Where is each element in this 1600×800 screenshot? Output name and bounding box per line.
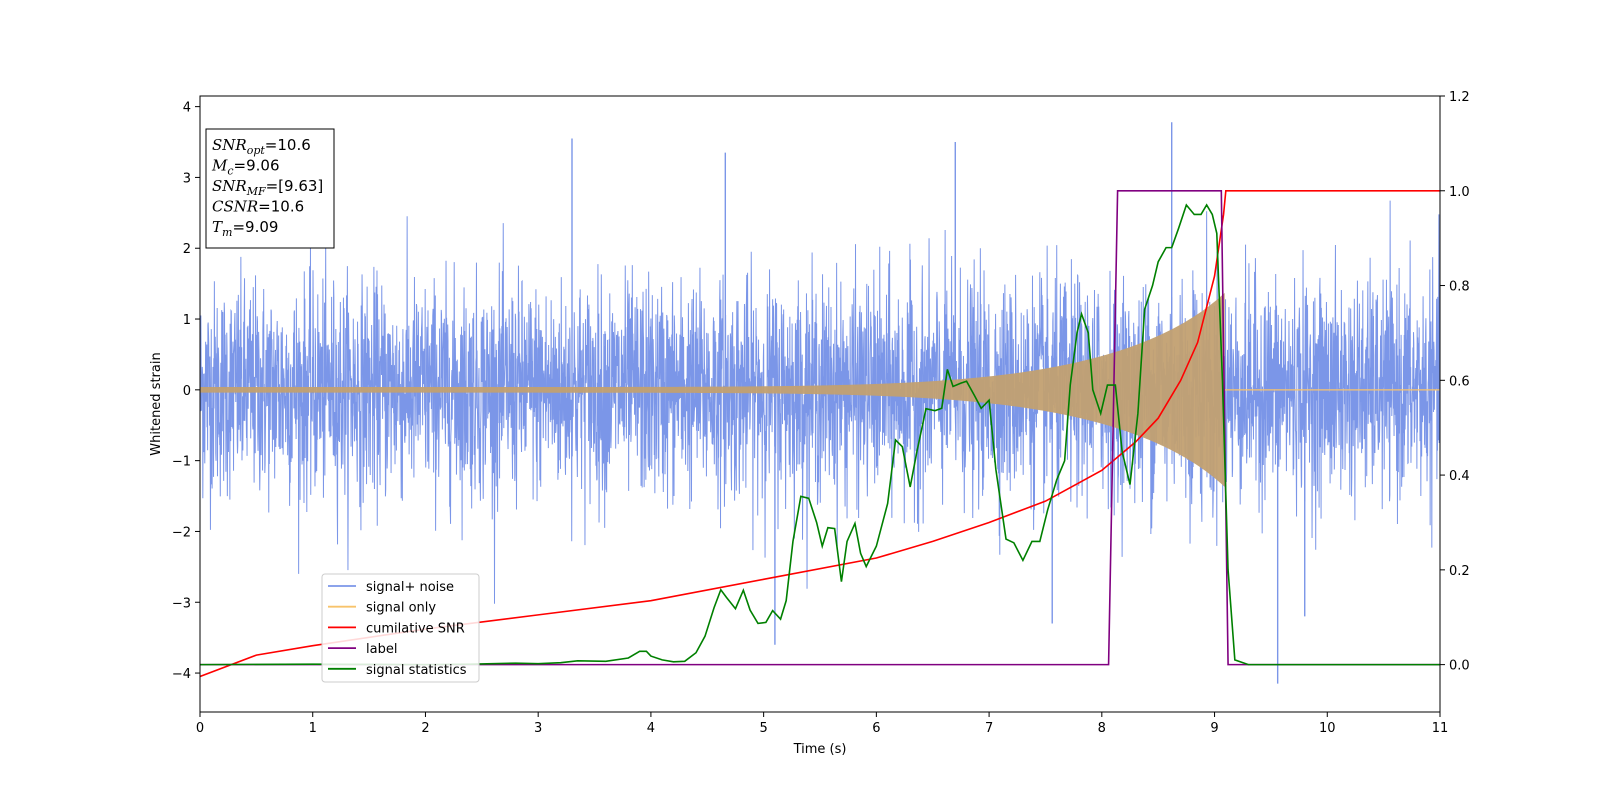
x-tick-label: 3 xyxy=(534,721,542,736)
annotation-line: SNRMF=[9.63] xyxy=(212,177,323,198)
y-right-tick-label: 1.0 xyxy=(1449,185,1470,200)
x-tick-label: 9 xyxy=(1210,721,1218,736)
legend-entry-label: cumilative SNR xyxy=(366,621,465,636)
right-y-axis: 0.0 0.2 0.4 0.6 0.8 1.0 1.2 xyxy=(1440,90,1470,674)
series-signal-only-envelope xyxy=(200,292,1225,487)
y-right-tick-label: 1.2 xyxy=(1449,90,1470,105)
x-tick-label: 4 xyxy=(647,721,655,736)
y-left-tick-label: −3 xyxy=(172,596,191,611)
annotation-line: Tm=9.09 xyxy=(212,218,278,239)
y-left-tick-label: 4 xyxy=(183,101,191,116)
legend-entry-label: label xyxy=(366,642,397,657)
x-tick-label: 8 xyxy=(1098,721,1106,736)
y-right-tick-label: 0.2 xyxy=(1449,564,1470,579)
y-left-tick-label: 2 xyxy=(183,242,191,257)
y-left-tick-label: −2 xyxy=(172,525,191,540)
y-right-tick-label: 0.8 xyxy=(1449,280,1470,295)
legend-entry-label: signal+ noise xyxy=(366,580,454,595)
x-tick-label: 2 xyxy=(421,721,429,736)
legend: signal+ noise signal only cumilative SNR la… xyxy=(321,573,480,683)
x-tick-label: 10 xyxy=(1319,721,1336,736)
legend-entry-label: signal statistics xyxy=(366,663,467,678)
y-left-tick-label: 1 xyxy=(183,313,191,328)
y-right-tick-label: 0.4 xyxy=(1449,469,1470,484)
legend-entry-label: signal only xyxy=(366,601,436,616)
y-left-tick-label: 3 xyxy=(183,171,191,186)
x-tick-label: 6 xyxy=(872,721,880,736)
y-left-tick-label: −4 xyxy=(172,667,191,682)
x-tick-label: 11 xyxy=(1432,721,1449,736)
y-right-tick-label: 0.6 xyxy=(1449,374,1470,389)
annotation-frame xyxy=(205,128,335,249)
x-tick-label: 1 xyxy=(309,721,317,736)
y-left-tick-label: 0 xyxy=(183,384,191,399)
y-right-tick-label: 0.0 xyxy=(1449,659,1470,674)
x-tick-label: 7 xyxy=(985,721,993,736)
plot-frame xyxy=(199,95,1441,713)
x-tick-label: 5 xyxy=(759,721,767,736)
annotation-line: SNRopt=10.6 xyxy=(212,136,311,157)
annotation-line: Mc=9.06 xyxy=(211,157,280,178)
y-left-tick-label: −1 xyxy=(172,455,191,470)
x-axis-label: Time (s) xyxy=(793,742,847,757)
y-axis-label: Whitened strain xyxy=(149,352,164,455)
x-tick-label: 0 xyxy=(196,721,204,736)
annotation-line: CSNR=10.6 xyxy=(212,198,304,216)
x-axis: 0 1 2 3 4 5 6 7 8 9 10 11 xyxy=(196,712,1448,736)
legend-frame xyxy=(321,573,480,683)
left-y-axis: −4 −3 −2 −1 0 1 2 3 4 xyxy=(172,101,200,682)
series-signal-statistics xyxy=(200,203,1440,666)
